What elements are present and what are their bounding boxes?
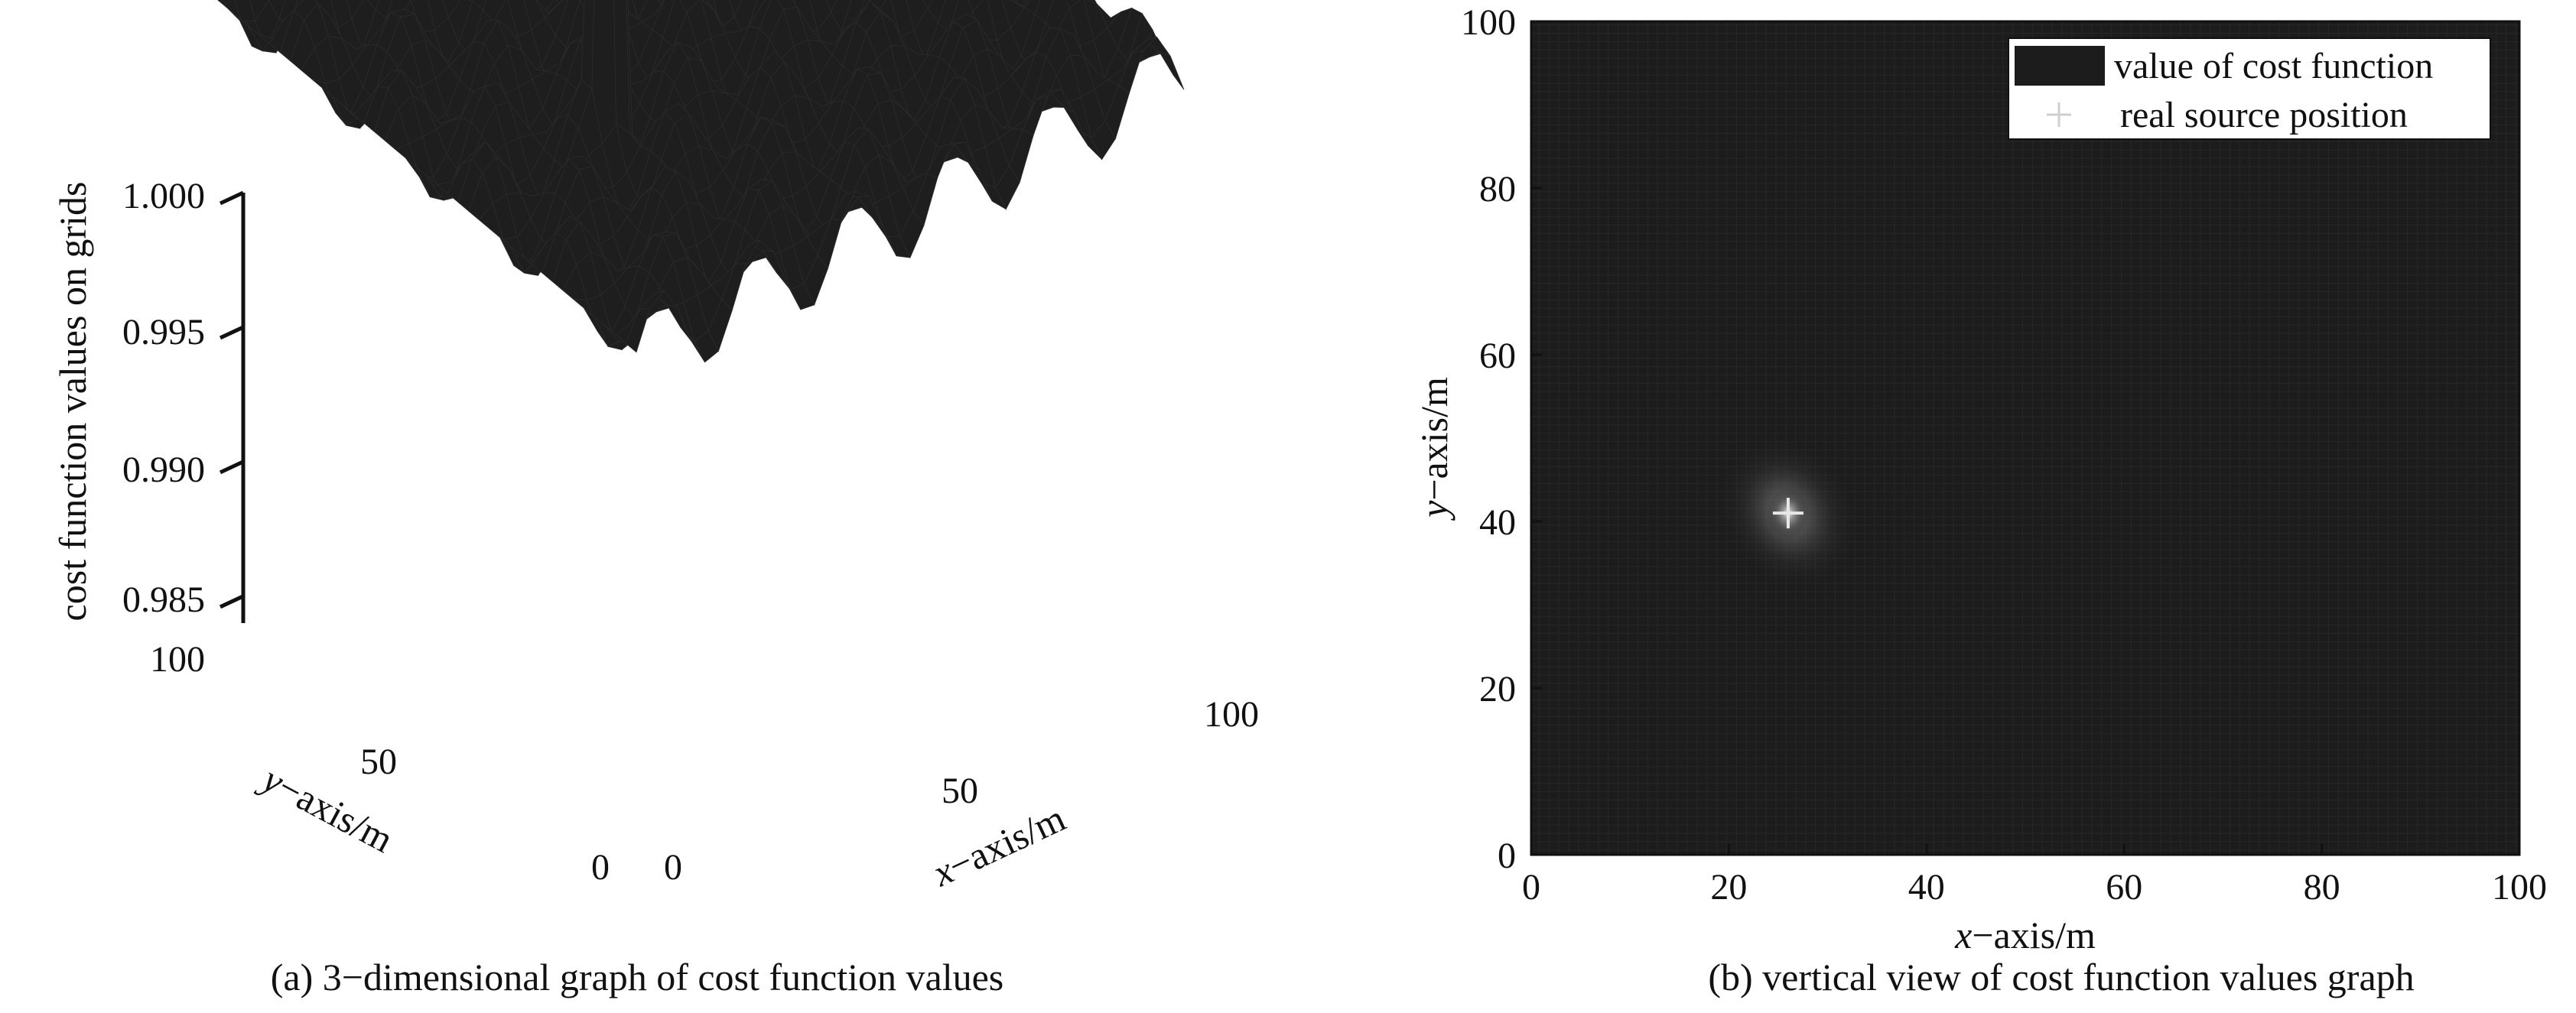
heatmap-y-tick-label: 80 — [1479, 169, 1516, 209]
legend-label-source: real source position — [2120, 95, 2408, 135]
x-tick-label-0: 0 — [664, 847, 682, 888]
z-tick-mark — [219, 190, 245, 206]
y-tick-label-0: 0 — [591, 847, 610, 888]
heatmap-x-axis-label: x−axis/m — [1954, 914, 2096, 956]
heatmap-x-tick-label: 40 — [1908, 867, 1945, 907]
z-tick-label-0: 0.985 — [122, 580, 205, 620]
z-tick-label-2: 0.995 — [122, 312, 205, 352]
y-tick-label-100: 100 — [150, 639, 205, 680]
z-tick-mark — [219, 325, 245, 340]
legend-marker-source — [2047, 102, 2071, 127]
real-source-marker — [1772, 498, 1804, 529]
legend-swatch-cost — [2015, 46, 2105, 86]
heatmap-x-tick-label: 0 — [1522, 867, 1540, 907]
heatmap-panel: 0 20 40 60 80 100 0 20 40 60 80 100 x−axis/m y−axi… — [1413, 2, 2547, 998]
surface-patch — [625, 307, 651, 353]
z-ticks — [219, 190, 245, 609]
heatmap-x-tick-label: 60 — [2106, 867, 2142, 907]
heatmap-x-ticks: 0 20 40 60 80 100 — [1522, 844, 2547, 907]
heatmap-x-tick-label: 100 — [2492, 867, 2547, 907]
caption-a: (a) 3−dimensional graph of cost function… — [271, 956, 1004, 998]
surface-front-edge-x — [636, 675, 1185, 833]
legend: value of cost function real source posit… — [2008, 37, 2491, 140]
surface-patch — [1159, 51, 1185, 90]
heatmap-y-tick-label: 60 — [1479, 336, 1516, 376]
heatmap-y-tick-label: 40 — [1479, 502, 1516, 543]
heatmap-y-axis-label: y−axis/m — [1413, 377, 1456, 521]
x-tick-label-50: 50 — [942, 771, 978, 811]
y-tick-label-50: 50 — [360, 742, 397, 782]
surface-front-edge-y — [216, 627, 637, 833]
heatmap-y-tick-label: 0 — [1498, 836, 1516, 876]
z-tick-label-3: 1.000 — [122, 176, 205, 216]
heatmap-y-tick-label: 20 — [1479, 669, 1516, 709]
surface-mesh — [216, 0, 1185, 833]
heatmap-cells — [1531, 21, 2519, 855]
surface-patch — [826, 0, 838, 14]
surface-plot-panel: 0.985 0.990 0.995 1.000 cost function va… — [51, 0, 1259, 998]
surface-patch — [729, 0, 743, 18]
heatmap-x-tick-label: 80 — [2304, 867, 2340, 907]
x-tick-label-100: 100 — [1204, 694, 1259, 735]
z-tick-mark — [219, 594, 245, 609]
heatmap-x-tick-label: 20 — [1710, 867, 1747, 907]
heatmap-y-ticks: 0 20 40 60 80 100 — [1461, 2, 1542, 876]
surface-patch — [922, 0, 933, 9]
z-axis-label: cost function values on grids — [51, 182, 94, 622]
heatmap-y-tick-label: 100 — [1461, 2, 1516, 43]
z-tick-mark — [219, 459, 245, 475]
caption-b: (b) vertical view of cost function value… — [1708, 956, 2414, 998]
heatmap-frame — [1530, 20, 2521, 856]
legend-label-cost: value of cost function — [2114, 46, 2433, 86]
z-tick-label-1: 0.990 — [122, 450, 205, 490]
